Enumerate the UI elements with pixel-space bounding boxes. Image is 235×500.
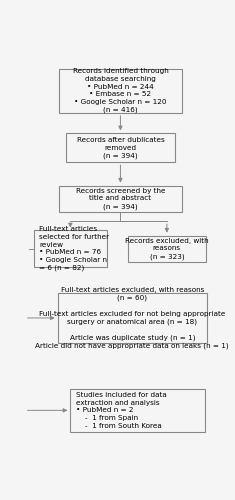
FancyBboxPatch shape [58,293,207,343]
FancyBboxPatch shape [34,230,107,267]
Text: Records after dublicates
removed
(n = 394): Records after dublicates removed (n = 39… [77,137,164,159]
Text: Records identified through
database searching
• PubMed n = 244
• Embase n = 52
•: Records identified through database sear… [73,68,168,114]
FancyBboxPatch shape [66,134,175,162]
Text: Records screened by the
title and abstract
(n = 394): Records screened by the title and abstra… [76,188,165,210]
Text: Records excluded, with
reasons
(n = 323): Records excluded, with reasons (n = 323) [125,238,209,260]
Text: Studies included for data
extraction and analysis
• PubMed n = 2
    -  1 from S: Studies included for data extraction and… [76,392,167,429]
Text: Full-text articles excluded, with reasons
(n = 60)

Full-text articles excluded : Full-text articles excluded, with reason… [35,287,229,349]
FancyBboxPatch shape [128,236,206,262]
FancyBboxPatch shape [59,68,182,113]
FancyBboxPatch shape [59,186,182,212]
Text: Full-text articles
selected for further
review
• PubMed n = 76
• Google Scholar : Full-text articles selected for further … [39,226,110,272]
FancyBboxPatch shape [70,389,205,432]
